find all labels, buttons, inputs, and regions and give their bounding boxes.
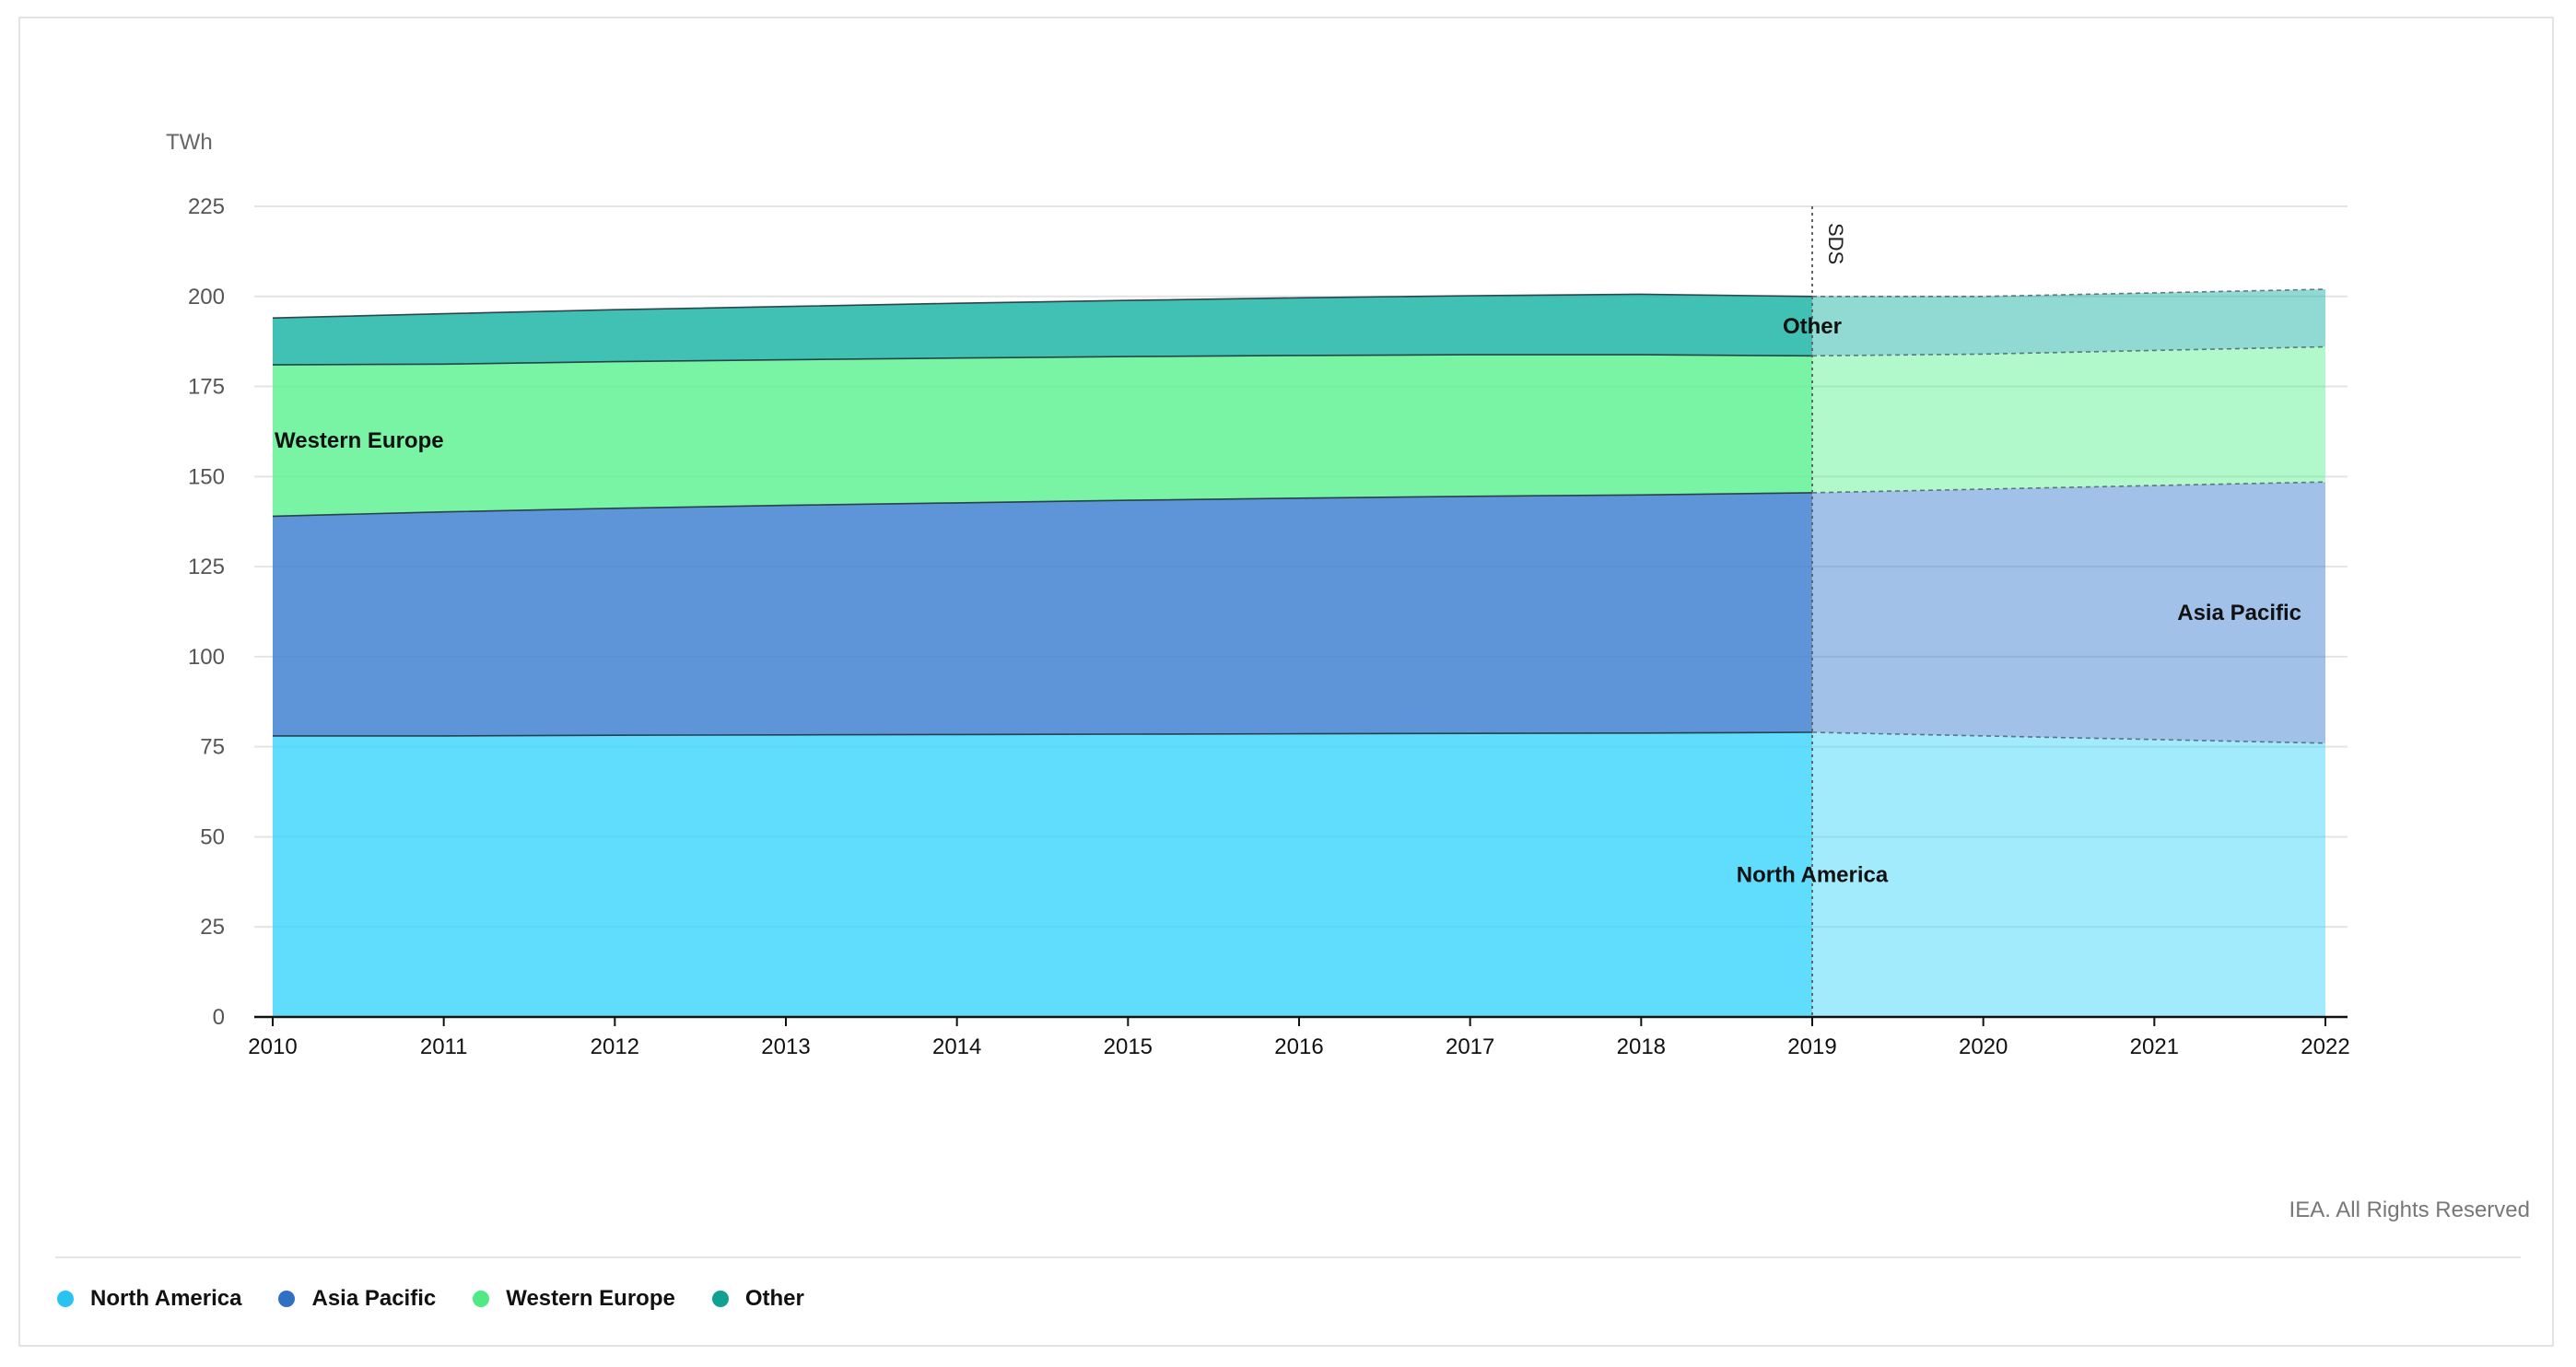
x-tick-label: 2021: [2130, 1034, 2179, 1059]
x-tick-label: 2010: [248, 1034, 297, 1059]
legend-swatch: [57, 1291, 74, 1307]
y-tick-label: 50: [200, 824, 225, 849]
y-tick-label: 225: [188, 194, 225, 219]
y-tick-label: 200: [188, 285, 225, 310]
area-north-america-projection: [1812, 732, 2325, 1017]
legend-label: Asia Pacific: [311, 1286, 437, 1311]
x-tick-label: 2014: [932, 1034, 981, 1059]
area-other-projection: [1812, 289, 2325, 356]
legend-item-asia-pacific[interactable]: Asia Pacific: [278, 1286, 436, 1312]
y-tick-label: 150: [188, 464, 225, 489]
area-label-north-america: North America: [1737, 863, 1889, 888]
credit-text: IEA. All Rights Reserved: [2289, 1198, 2530, 1222]
x-tick-label: 2019: [1787, 1034, 1836, 1059]
x-tick-label: 2012: [591, 1034, 639, 1059]
x-tick-label: 2015: [1104, 1034, 1153, 1059]
y-tick-label: 25: [200, 915, 225, 940]
legend-label: Western Europe: [506, 1286, 675, 1311]
line-asia-pacific-projection: [1811, 481, 2326, 494]
x-tick-label: 2020: [1959, 1034, 2008, 1059]
legend-swatch: [473, 1291, 490, 1307]
area-label-asia-pacific: Asia Pacific: [2177, 601, 2301, 625]
legend-label: North America: [90, 1286, 242, 1311]
y-tick-label: 125: [188, 555, 225, 579]
series-boundaries: [272, 288, 2326, 744]
legend-label: Other: [744, 1286, 804, 1311]
area-asia-pacific-historical: [273, 492, 1812, 736]
chart-labels: SDS Western Europe Other Asia Pacific North …: [275, 206, 2301, 1017]
area-label-other: Other: [1783, 314, 1842, 339]
area-north-america-historical: [273, 732, 1812, 1017]
x-tick-label: 2017: [1446, 1034, 1494, 1059]
legend: North America Asia Pacific Western Europ…: [57, 1286, 804, 1312]
area-series: [273, 289, 2325, 1017]
line-other-projection: [1812, 288, 2326, 298]
area-label-western-europe: Western Europe: [275, 428, 444, 453]
line-north-america-historical: [273, 731, 1813, 737]
projection-label: SDS: [1824, 223, 1847, 264]
axes: 0 25 50 75 100 125 150 175 200 225 2010 2011 2012 201…: [188, 194, 2350, 1059]
area-asia-pacific-projection: [1812, 482, 2325, 743]
x-tick-label: 2013: [761, 1034, 810, 1059]
y-tick-label: 75: [200, 735, 225, 760]
y-tick-label: 0: [213, 1005, 225, 1030]
legend-divider: [55, 1256, 2521, 1258]
x-tick-label: 2016: [1274, 1034, 1323, 1059]
stacked-area-chart: 0 25 50 75 100 125 150 175 200 225 2010 2011 2012 201…: [166, 130, 2350, 1059]
legend-swatch: [711, 1291, 729, 1307]
y-tick-label: 175: [188, 375, 225, 400]
x-tick-label: 2022: [2301, 1034, 2349, 1059]
area-western-europe-projection: [1812, 346, 2325, 493]
line-western-europe-projection: [1811, 345, 2326, 357]
legend-item-western-europe[interactable]: Western Europe: [473, 1286, 675, 1312]
y-tick-label: 100: [188, 645, 225, 670]
area-western-europe-historical: [273, 355, 1812, 517]
x-tick-label: 2018: [1617, 1034, 1666, 1059]
line-north-america-projection: [1811, 731, 2326, 744]
legend-swatch: [278, 1291, 296, 1307]
line-asia-pacific-historical: [272, 492, 1813, 518]
line-western-europe-historical: [272, 354, 1813, 366]
line-other-historical: [272, 293, 1813, 319]
y-unit-label: TWh: [166, 130, 213, 155]
x-tick-label: 2011: [420, 1034, 468, 1059]
area-other-historical: [273, 294, 1812, 366]
legend-item-other[interactable]: Other: [711, 1286, 804, 1312]
legend-item-north-america[interactable]: North America: [57, 1286, 241, 1312]
